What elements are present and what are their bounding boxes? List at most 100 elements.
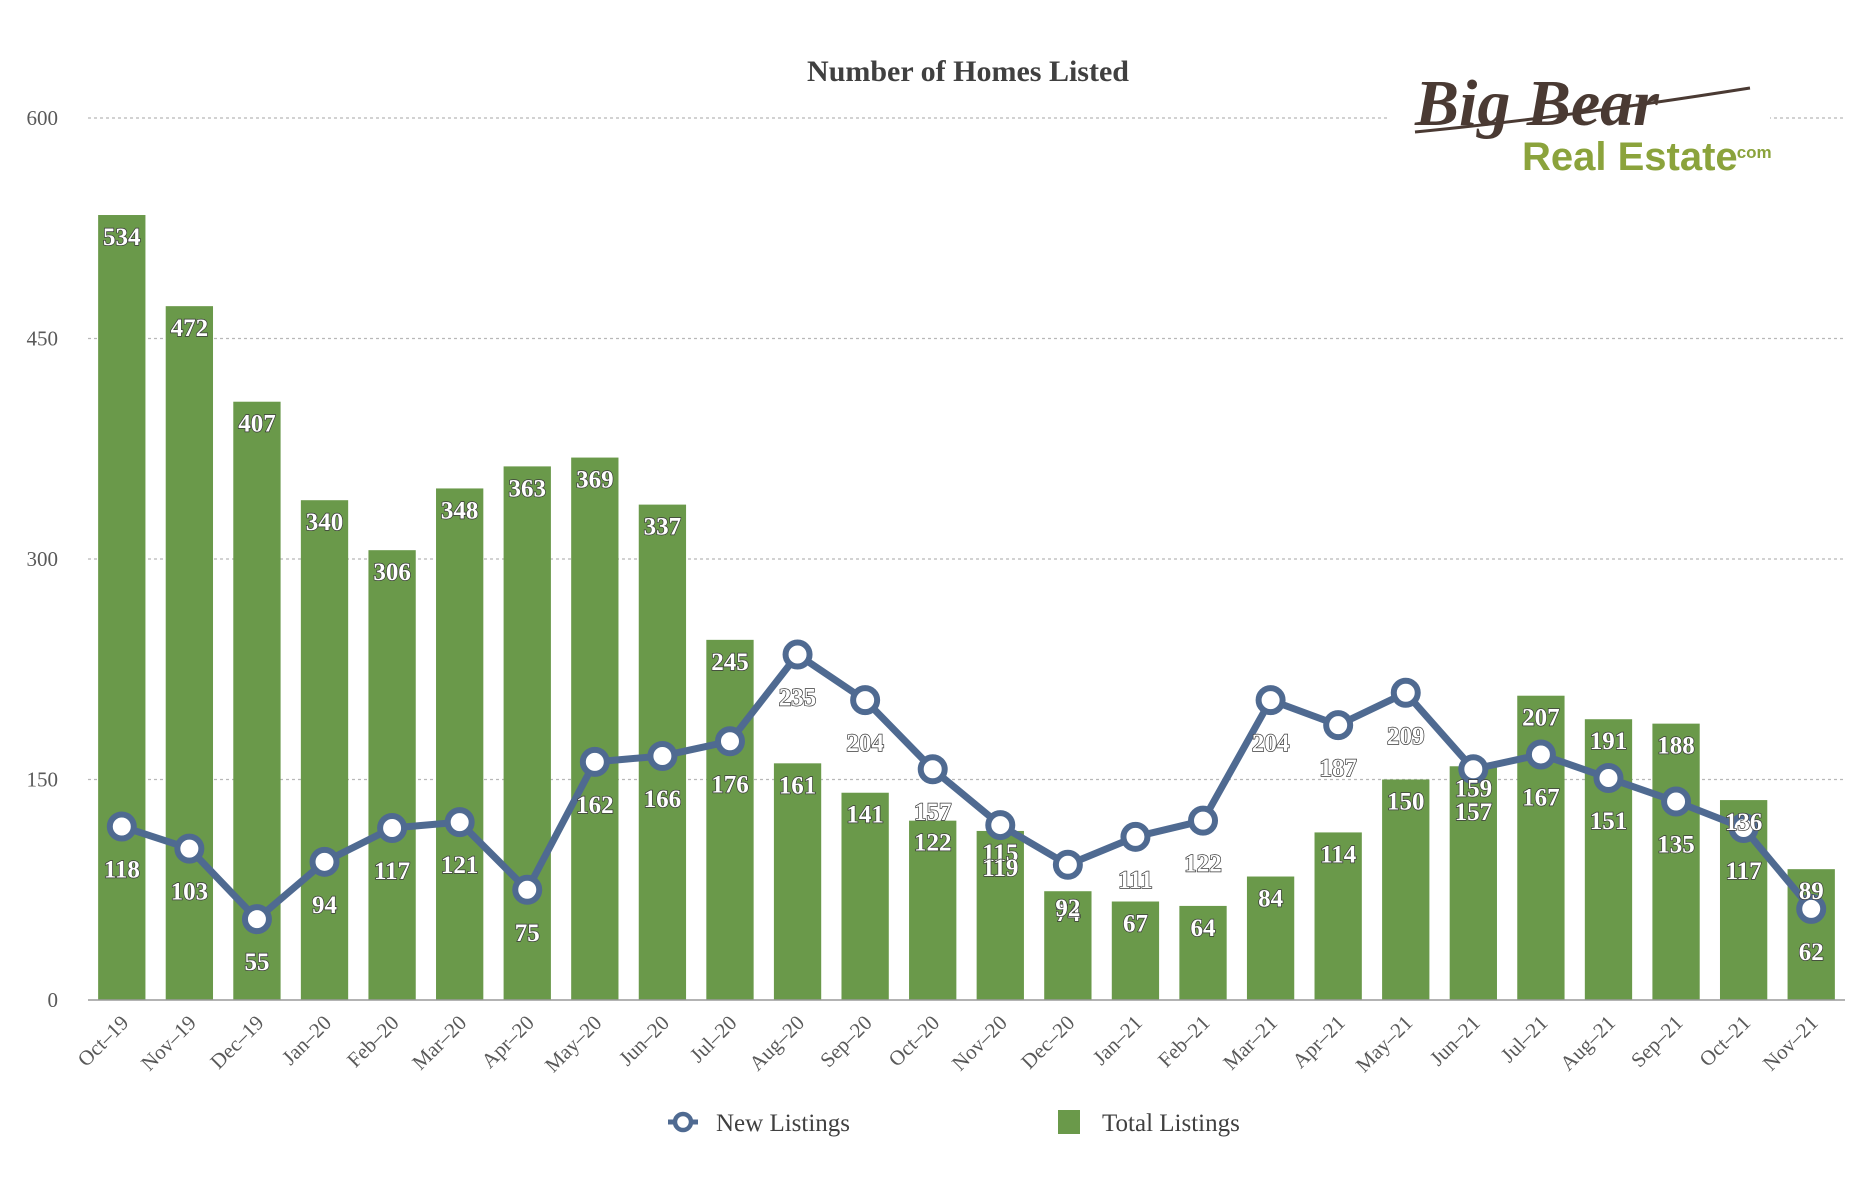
bar-value-label: 472 [171,315,209,342]
legend-item-new-listings: New Listings [668,1110,850,1137]
bar-value-label: 363 [509,475,547,502]
bar-value-label: 122 [914,830,952,857]
line-value-label: 92 [1055,895,1080,922]
bar-value-label: 188 [1657,733,1695,760]
line-value-label: 118 [104,857,140,884]
point-new-listings [1323,710,1354,741]
x-tick-label: Nov–21 [1758,1011,1823,1076]
bar-total-listings [773,763,822,1000]
x-tick-label: Nov–19 [136,1011,201,1076]
bar-value-label: 306 [373,559,411,586]
bar-value-label: 64 [1191,915,1217,942]
x-tick-label: Mar–20 [407,1011,471,1075]
line-value-label: 135 [1657,832,1695,859]
point-new-listings [1525,739,1556,770]
line-value-label: 157 [1455,799,1493,826]
gridlines [88,117,1845,781]
y-tick-label: 450 [27,327,59,351]
x-tick-label: Aug–21 [1555,1011,1620,1076]
bar-total-listings [98,215,146,1000]
bar-value-label: 369 [576,467,614,494]
legend-label-new-listings: New Listings [716,1110,850,1137]
x-tick-label: Oct–20 [884,1011,945,1072]
y-tick-label: 300 [27,547,59,571]
x-tick-label: Jun–20 [614,1011,674,1071]
bar-value-label: 115 [982,840,1018,867]
x-tick-label: Dec–19 [205,1011,268,1074]
x-tick-label: May–21 [1351,1011,1417,1077]
bar-value-label: 74 [1055,900,1081,927]
bar-value-label: 161 [779,772,817,799]
x-tick-label: Apr–20 [476,1011,538,1073]
bar-value-label: 84 [1258,886,1284,913]
bar-series-total-listings [98,215,1835,1001]
legend: New Listings Total Listings [668,1110,1240,1137]
point-new-listings [377,813,408,844]
point-new-listings [714,726,745,757]
point-new-listings [917,754,948,785]
x-axis-ticks: Oct–19 Nov–19 Dec–19 Jan–20 Feb–20 Mar–20 Apr–… [73,1011,1823,1077]
line-value-label: 204 [1252,730,1290,757]
logo-real-estate-text: Real Estate [1522,135,1738,179]
logo-com-text: .com [1732,143,1772,162]
point-new-listings [174,833,205,864]
line-value-label: 167 [1522,785,1560,812]
y-axis-ticks: 0 150 300 450 600 [27,106,59,1012]
point-new-listings [579,746,610,777]
bar-total-listings [706,639,754,1000]
point-new-listings [647,740,678,771]
bar-value-label: 159 [1455,775,1493,802]
bar-total-listings [1179,905,1227,1000]
point-new-listings [1052,849,1083,880]
line-value-label: 204 [846,730,884,757]
point-new-listings [106,811,137,842]
line-series-new-listings [106,639,1827,935]
line-value-label: 187 [1319,755,1357,782]
line-value-label: 166 [644,786,682,813]
line-value-label: 157 [914,799,952,826]
x-tick-label: Jun–21 [1425,1011,1485,1071]
bar-total-listings [1382,779,1430,1000]
point-new-listings [782,639,813,670]
line-value-label: 162 [576,792,614,819]
line-value-label: 94 [312,892,338,919]
bar-value-label: 136 [1725,809,1763,836]
y-tick-label: 600 [27,106,59,130]
line-value-label: 62 [1799,939,1824,966]
bar-total-listings [436,488,484,1000]
point-new-listings [850,685,881,716]
bar-value-label: 89 [1799,878,1824,905]
line-value-label: 209 [1387,723,1425,750]
x-tick-label: Feb–20 [342,1011,404,1073]
line-value-label: 119 [982,855,1018,882]
point-new-listings [1728,813,1759,844]
x-tick-label: Sep–21 [1626,1011,1688,1073]
bar-total-listings [503,466,551,1000]
line-value-label: 121 [441,852,479,879]
bar-value-label: 348 [441,497,479,524]
line-data-labels: 118 103 55 94 117 121 75 162 166 176 235 204 157 119 9… [103,684,1824,977]
bar-value-label: 141 [846,802,884,829]
bar-value-label: 67 [1123,911,1148,938]
x-tick-label: Aug–20 [744,1011,809,1076]
line-value-label: 111 [1118,867,1153,894]
point-new-listings [444,807,475,838]
line-value-label: 103 [171,879,209,906]
point-new-listings [1120,821,1151,852]
logo-swoosh [1414,86,1751,134]
legend-marker-swatch [672,1111,694,1133]
x-tick-label: Jan–21 [1088,1011,1147,1070]
bar-total-listings [1652,723,1700,1000]
point-new-listings [1188,805,1219,836]
point-new-listings [1255,685,1286,716]
legend-item-total-listings: Total Listings [1058,1110,1240,1137]
point-new-listings [1458,754,1489,785]
x-tick-label: Feb–21 [1153,1011,1215,1073]
bar-total-listings [1044,891,1092,1000]
point-new-listings [1796,893,1827,924]
bar-total-listings [571,457,619,1000]
bar-total-listings [165,306,214,1000]
bar-value-label: 407 [238,411,276,438]
point-new-listings [985,810,1016,841]
